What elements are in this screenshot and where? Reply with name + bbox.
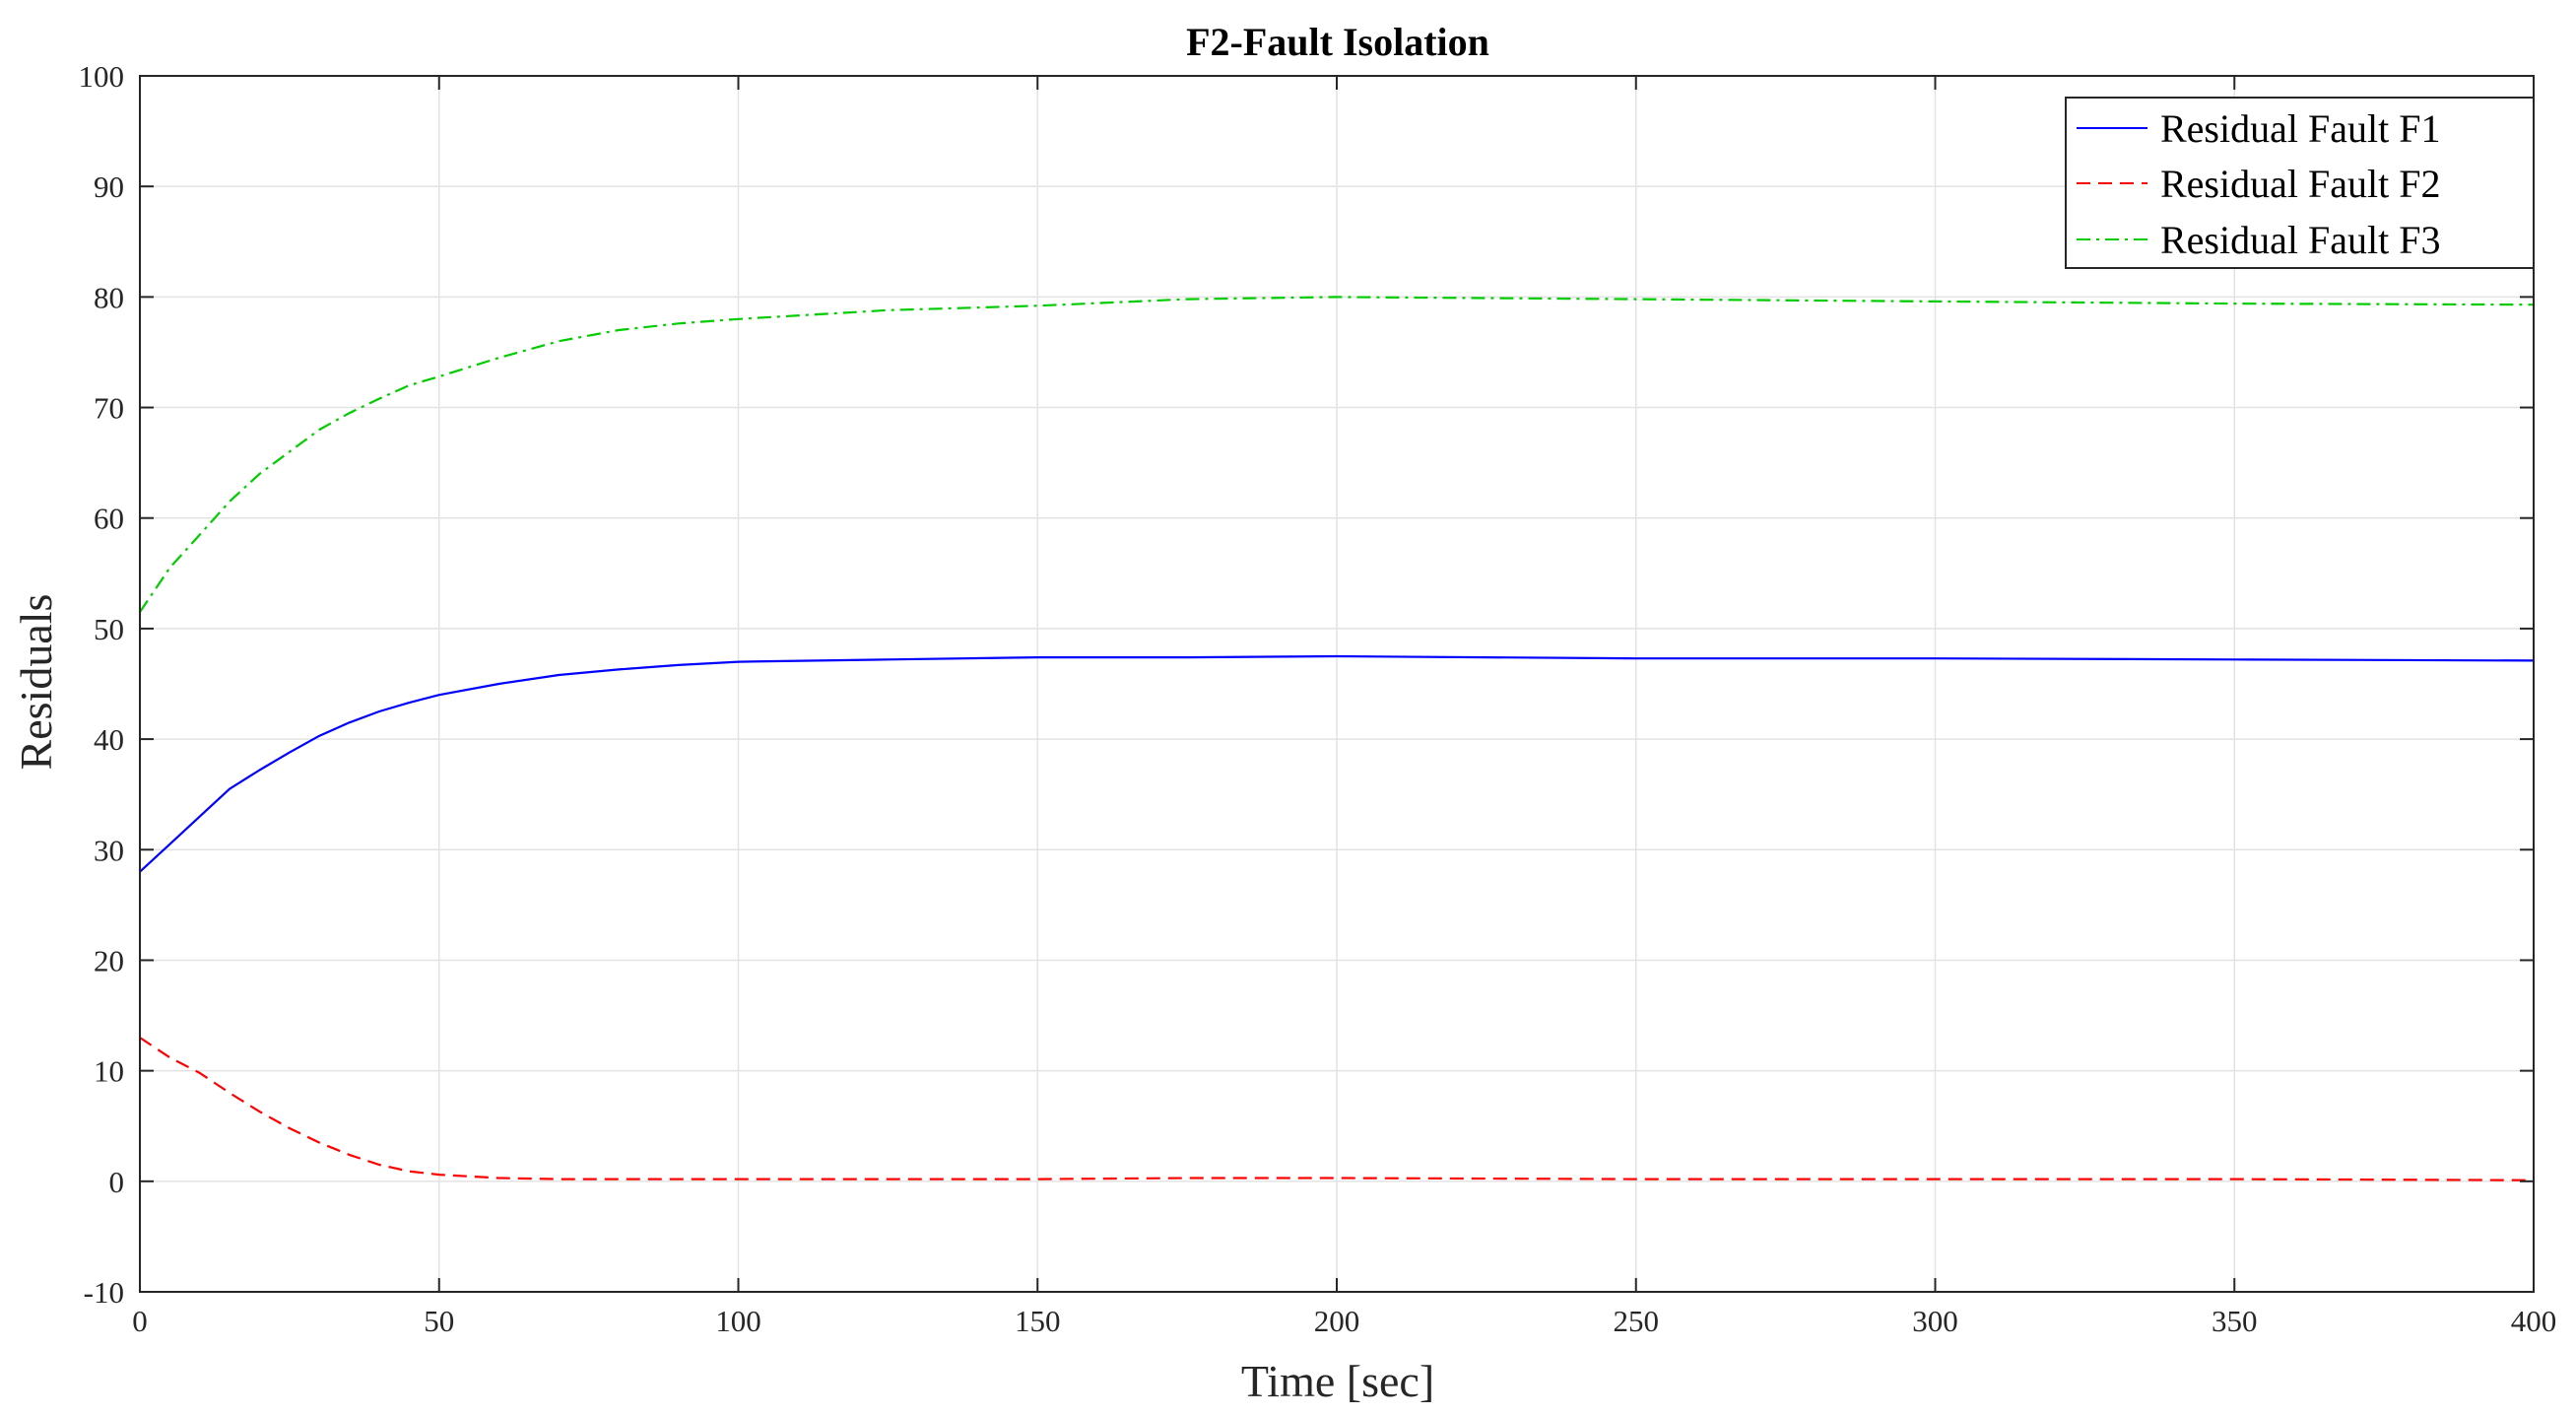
- y-tick-label: 100: [79, 59, 125, 94]
- x-tick-label: 250: [1614, 1304, 1660, 1338]
- tick-marks: [139, 75, 2535, 1293]
- x-tick-label: 350: [2212, 1304, 2258, 1338]
- series-f2-line: [139, 1037, 2535, 1181]
- x-tick-label: 300: [1912, 1304, 1958, 1338]
- y-tick-labels: -10 0 10 20 30 40 50 60 70 80 90 100: [79, 59, 125, 1310]
- series-f3-line: [139, 296, 2535, 613]
- legend-label-f2: Residual Fault F2: [2160, 162, 2440, 206]
- x-tick-label: 200: [1314, 1304, 1360, 1338]
- y-tick-label: 90: [94, 169, 124, 204]
- x-tick-label: 100: [715, 1304, 761, 1338]
- chart-title: F2-Fault Isolation: [1186, 20, 1489, 64]
- x-tick-label: 0: [132, 1304, 148, 1338]
- series-lines: [139, 296, 2535, 1181]
- y-tick-label: 30: [94, 833, 124, 867]
- y-tick-label: 20: [94, 943, 124, 978]
- y-tick-label: 50: [94, 612, 124, 646]
- y-axis-label: Residuals: [11, 594, 61, 771]
- x-tick-label: 150: [1015, 1304, 1061, 1338]
- x-tick-label: 400: [2511, 1304, 2557, 1338]
- legend-label-f3: Residual Fault F3: [2160, 218, 2440, 262]
- y-tick-label: 80: [94, 280, 124, 314]
- y-tick-label: 0: [109, 1165, 125, 1199]
- legend: Residual Fault F1 Residual Fault F2 Resi…: [2065, 97, 2535, 269]
- grid-lines: [139, 75, 2535, 1293]
- legend-label-f1: Residual Fault F1: [2160, 106, 2440, 151]
- y-tick-label: 10: [94, 1054, 124, 1089]
- x-axis-label: Time [sec]: [1241, 1356, 1434, 1406]
- y-tick-label: 60: [94, 502, 124, 536]
- y-tick-label: 70: [94, 391, 124, 426]
- y-tick-label: 40: [94, 722, 124, 757]
- x-tick-label: 50: [424, 1304, 454, 1338]
- series-f1-line: [139, 654, 2535, 873]
- x-tick-labels: 0 50 100 150 200 250 300 350 400: [132, 1304, 2556, 1338]
- y-tick-label: -10: [84, 1275, 124, 1310]
